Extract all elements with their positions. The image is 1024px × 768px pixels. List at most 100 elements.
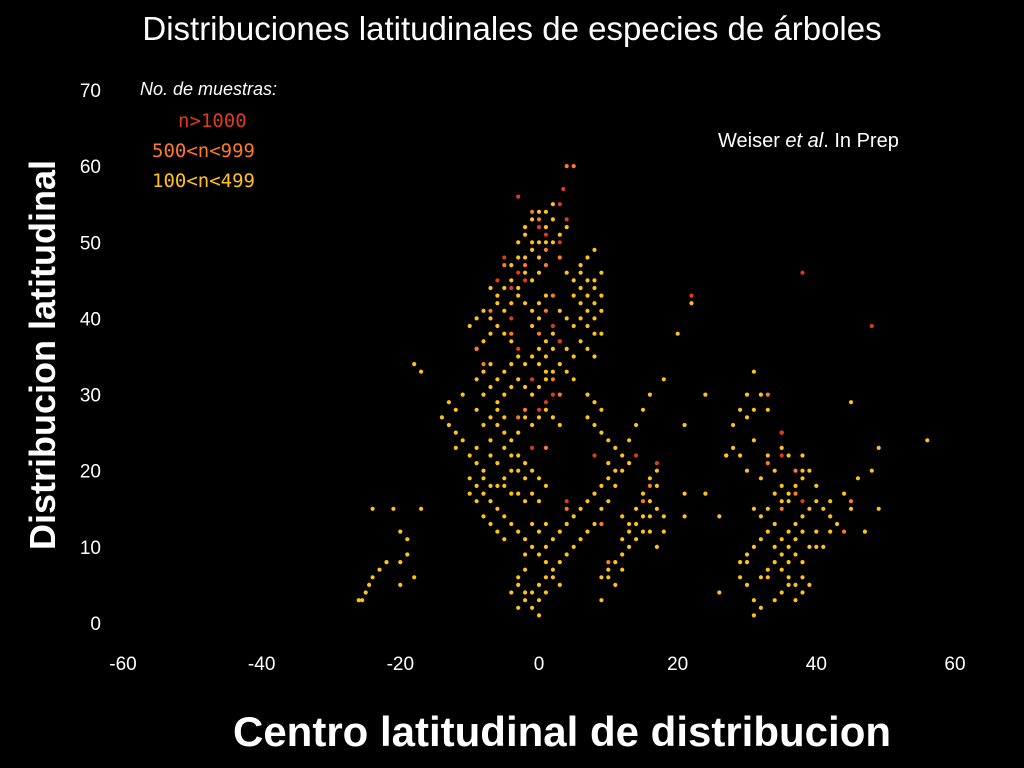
x-tick-label: -40	[248, 654, 275, 675]
data-point	[606, 461, 611, 466]
data-point	[661, 514, 666, 519]
data-point	[744, 560, 750, 565]
data-point	[800, 453, 805, 458]
data-point	[550, 369, 556, 374]
data-point	[599, 506, 604, 511]
data-point	[460, 438, 465, 443]
data-point	[578, 285, 583, 291]
data-point	[578, 263, 583, 268]
data-point	[481, 468, 486, 473]
data-point	[571, 377, 576, 382]
data-point	[647, 483, 653, 488]
data-point	[523, 263, 528, 268]
data-point	[772, 491, 777, 496]
data-point	[564, 506, 569, 511]
data-point	[634, 537, 639, 542]
data-point	[536, 499, 542, 504]
data-point	[738, 407, 743, 412]
data-point	[828, 499, 833, 504]
data-point	[530, 323, 535, 329]
data-point	[627, 438, 632, 443]
data-point	[592, 521, 597, 527]
data-point	[474, 499, 479, 504]
legend-entry-100-499: 100<n<499	[152, 170, 255, 192]
y-axis-ticks: 0 10 20 30 40 50 60 70	[80, 81, 101, 635]
data-point	[786, 575, 791, 580]
data-point	[592, 278, 597, 283]
data-point	[543, 560, 549, 565]
data-point	[717, 514, 722, 519]
data-point	[613, 445, 618, 450]
data-point	[516, 293, 521, 298]
data-point	[530, 240, 535, 245]
data-point	[530, 590, 535, 595]
data-point	[377, 567, 382, 572]
data-point	[557, 308, 562, 313]
data-point	[772, 560, 777, 565]
data-point	[814, 499, 819, 504]
data-point	[474, 461, 479, 466]
data-point	[585, 308, 590, 313]
data-point	[530, 422, 535, 428]
data-point	[793, 491, 798, 496]
data-point	[536, 255, 542, 260]
data-point	[543, 339, 549, 344]
data-point	[724, 453, 729, 458]
data-point	[765, 461, 770, 466]
data-point	[647, 476, 653, 481]
y-tick-label: 0	[90, 614, 101, 635]
data-point	[814, 529, 819, 534]
data-point	[509, 263, 514, 268]
data-point	[772, 598, 777, 603]
data-point	[599, 575, 604, 580]
data-point	[654, 544, 660, 550]
data-point	[356, 598, 361, 603]
data-point	[599, 331, 604, 336]
data-point	[557, 560, 562, 565]
data-point	[606, 499, 611, 504]
data-point	[467, 323, 472, 329]
data-point	[835, 521, 840, 527]
data-point	[807, 582, 812, 588]
data-point	[536, 613, 542, 618]
data-point	[523, 461, 528, 466]
data-point	[786, 560, 791, 565]
data-point	[793, 598, 798, 603]
data-point	[543, 247, 549, 252]
data-point	[765, 567, 770, 572]
data-point	[599, 407, 604, 412]
data-point	[606, 438, 611, 443]
data-point	[765, 506, 770, 511]
credit-text: Weiser et al. In Prep	[718, 130, 899, 153]
data-point	[599, 483, 604, 488]
data-point	[661, 529, 666, 534]
data-point	[634, 422, 639, 428]
data-point	[481, 514, 486, 519]
data-point	[738, 453, 743, 458]
data-point	[585, 529, 590, 534]
data-point	[578, 537, 583, 542]
data-point	[523, 384, 528, 390]
data-point	[509, 362, 514, 367]
data-point	[689, 301, 694, 306]
data-point	[523, 476, 528, 481]
data-point	[488, 521, 493, 527]
data-point	[654, 483, 660, 488]
data-point	[536, 316, 542, 321]
data-point	[495, 529, 500, 534]
data-point	[516, 377, 521, 382]
data-point	[564, 217, 569, 222]
data-point	[488, 331, 493, 336]
data-point	[495, 506, 500, 511]
data-point	[738, 575, 743, 580]
y-tick-label: 60	[80, 157, 101, 178]
data-point	[592, 331, 597, 336]
data-point	[640, 529, 646, 534]
data-point	[543, 445, 549, 450]
data-point	[620, 514, 625, 519]
data-point	[516, 468, 521, 473]
data-point	[543, 483, 549, 488]
data-point	[523, 270, 528, 275]
x-tick-label: 60	[944, 654, 965, 675]
